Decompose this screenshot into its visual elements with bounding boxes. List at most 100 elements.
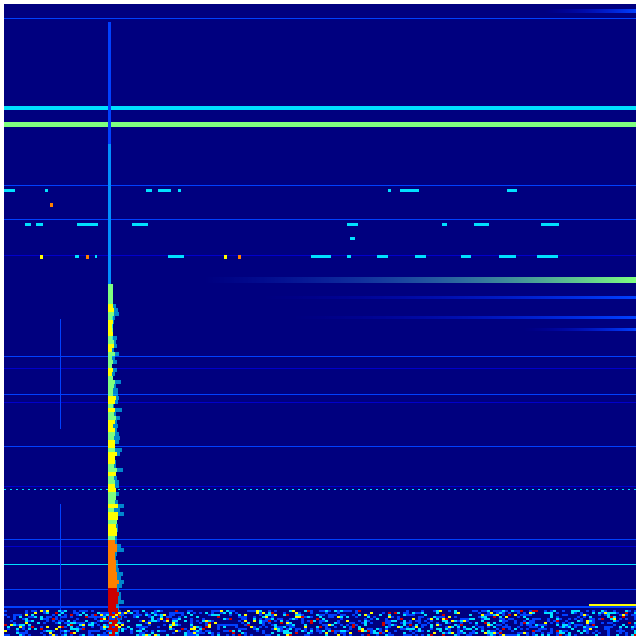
noise-pixel xyxy=(226,630,229,632)
noise-pixel xyxy=(253,628,256,630)
noise-pixel xyxy=(313,620,316,622)
noise-pixel xyxy=(493,632,496,634)
noise-pixel xyxy=(139,628,142,630)
noise-pixel xyxy=(361,634,364,636)
dotted-band-point xyxy=(550,489,552,490)
noise-pixel xyxy=(568,632,571,634)
noise-pixel xyxy=(151,632,154,634)
noise-pixel xyxy=(55,618,58,620)
frequency-band xyxy=(4,564,636,565)
noise-pixel xyxy=(118,616,121,618)
noise-pixel xyxy=(241,618,244,620)
noise-pixel xyxy=(448,616,451,618)
noise-pixel xyxy=(139,620,142,622)
noise-pixel xyxy=(421,634,424,636)
noise-pixel xyxy=(271,612,274,614)
vertical-line-tail xyxy=(115,432,119,436)
noise-pixel xyxy=(604,614,607,616)
noise-pixel xyxy=(508,614,511,616)
noise-pixel xyxy=(403,632,406,634)
noise-pixel xyxy=(190,624,193,626)
noise-pixel xyxy=(64,616,67,618)
noise-pixel xyxy=(490,614,493,616)
noise-pixel xyxy=(175,622,178,624)
noise-pixel xyxy=(565,626,568,628)
noise-pixel xyxy=(61,630,64,632)
noise-pixel xyxy=(55,634,58,636)
noise-pixel xyxy=(310,620,313,622)
noise-pixel xyxy=(256,610,259,612)
dotted-band-point xyxy=(310,489,312,490)
noise-pixel xyxy=(520,614,523,616)
dotted-band-point xyxy=(40,489,42,490)
vertical-line-segment xyxy=(108,400,115,404)
noise-pixel xyxy=(151,620,154,622)
noise-pixel xyxy=(259,620,262,622)
frequency-band xyxy=(589,604,636,606)
noise-pixel xyxy=(310,622,313,624)
noise-pixel xyxy=(346,610,349,612)
hot-spot xyxy=(350,237,355,240)
noise-pixel xyxy=(460,620,463,622)
noise-pixel xyxy=(526,618,529,620)
vertical-line-segment xyxy=(108,548,117,552)
vertical-line-segment xyxy=(108,388,113,392)
vertical-line-segment xyxy=(108,332,113,336)
noise-pixel xyxy=(613,620,616,622)
noise-pixel xyxy=(589,628,592,630)
vertical-line-segment xyxy=(108,424,113,428)
noise-pixel xyxy=(448,622,451,624)
noise-pixel xyxy=(316,630,319,632)
noise-pixel xyxy=(370,628,373,630)
noise-pixel xyxy=(58,620,61,622)
dotted-band-point xyxy=(502,489,504,490)
noise-pixel xyxy=(112,616,115,618)
noise-pixel xyxy=(244,628,247,630)
noise-pixel xyxy=(103,628,106,630)
noise-pixel xyxy=(529,624,532,626)
noise-pixel xyxy=(334,626,337,628)
noise-pixel xyxy=(631,626,634,628)
noise-pixel xyxy=(127,612,130,614)
noise-pixel xyxy=(331,614,334,616)
noise-pixel xyxy=(406,612,409,614)
noise-pixel xyxy=(634,614,636,616)
noise-pixel xyxy=(511,618,514,620)
noise-pixel xyxy=(193,628,196,630)
noise-pixel xyxy=(100,620,103,622)
noise-pixel xyxy=(289,624,292,626)
noise-pixel xyxy=(130,630,133,632)
frequency-band xyxy=(4,486,636,487)
vertical-line-tail xyxy=(117,528,118,532)
noise-pixel xyxy=(583,614,586,616)
noise-pixel xyxy=(4,630,7,632)
noise-pixel xyxy=(22,628,25,630)
noise-pixel xyxy=(295,614,298,616)
vertical-line-tail xyxy=(114,312,119,316)
noise-pixel xyxy=(58,626,61,628)
noise-pixel xyxy=(628,610,631,612)
noise-pixel xyxy=(202,618,205,620)
noise-pixel xyxy=(619,628,622,630)
noise-pixel xyxy=(19,614,22,616)
noise-pixel xyxy=(229,612,232,614)
noise-pixel xyxy=(91,630,94,632)
noise-pixel xyxy=(361,628,364,630)
noise-pixel xyxy=(625,626,628,628)
noise-pixel xyxy=(136,624,139,626)
noise-pixel xyxy=(532,622,535,624)
vertical-line-segment xyxy=(108,492,116,496)
noise-pixel xyxy=(52,630,55,632)
harmonic-segment xyxy=(132,223,148,226)
noise-pixel xyxy=(388,632,391,634)
vertical-line-segment xyxy=(108,444,115,448)
vertical-line-segment xyxy=(108,440,115,444)
noise-pixel xyxy=(415,612,418,614)
noise-pixel xyxy=(601,610,604,612)
noise-pixel xyxy=(91,610,94,612)
vertical-line-tail xyxy=(115,484,119,488)
noise-pixel xyxy=(112,618,115,620)
noise-pixel xyxy=(415,620,418,622)
noise-pixel xyxy=(274,620,277,622)
noise-pixel xyxy=(175,620,178,622)
